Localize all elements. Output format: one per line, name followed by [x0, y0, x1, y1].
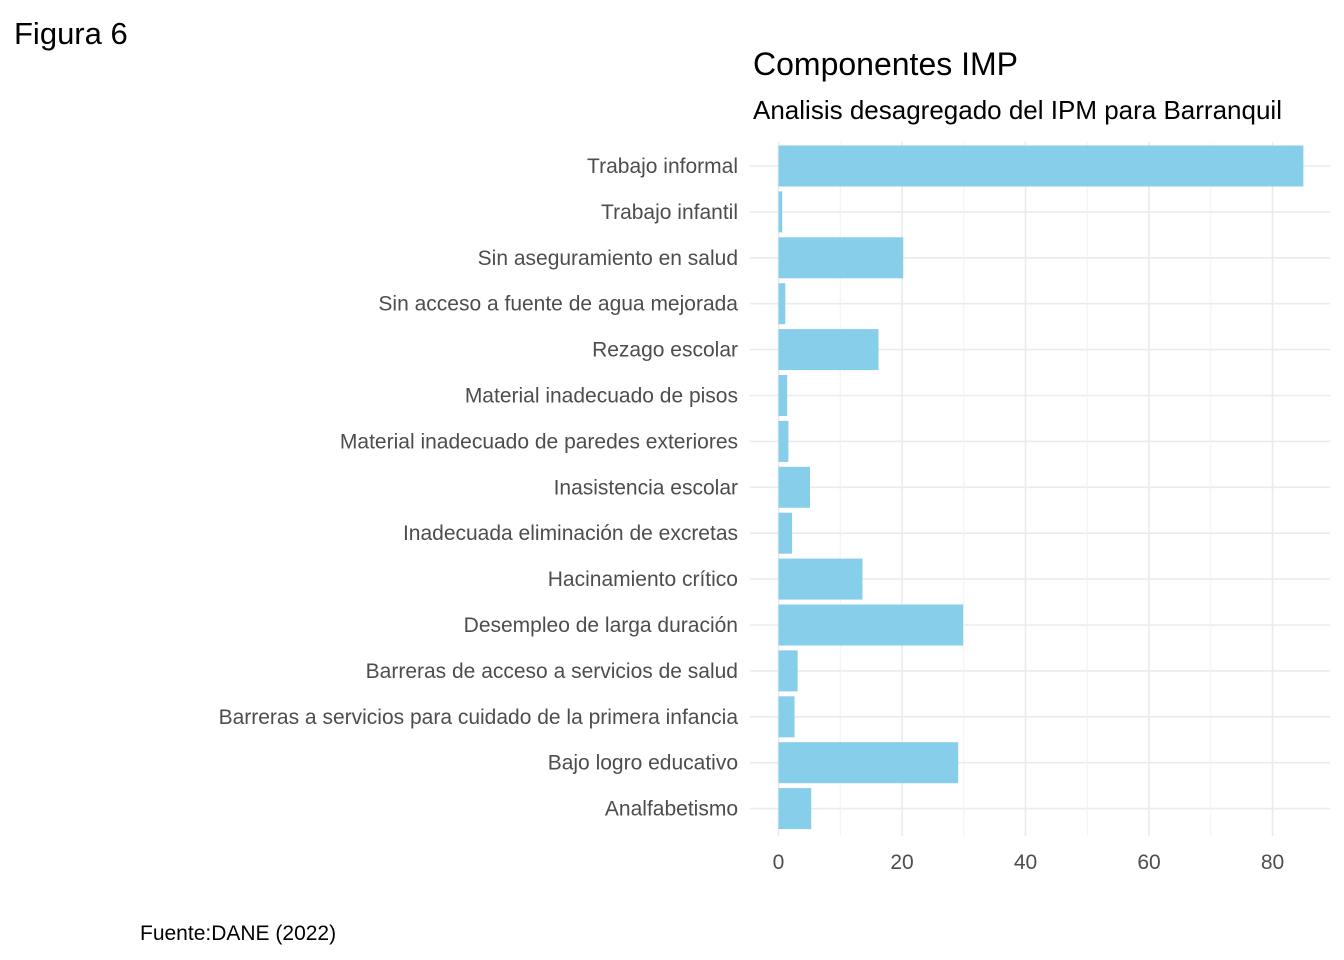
- bar: [778, 604, 964, 646]
- category-label: Sin acceso a fuente de agua mejorada: [378, 293, 738, 316]
- bar: [778, 145, 1304, 187]
- category-label: Barreras a servicios para cuidado de la …: [219, 706, 739, 729]
- chart-subtitle: Analisis desagregado del IPM para Barran…: [753, 95, 1282, 125]
- category-labels: Trabajo informal Trabajo infantil Sin aseg…: [219, 155, 739, 821]
- category-label: Analfabetismo: [605, 798, 738, 821]
- category-label: Hacinamiento crítico: [548, 568, 738, 591]
- category-label: Material inadecuado de paredes exteriore…: [340, 430, 738, 453]
- bar: [778, 788, 812, 830]
- category-label: Inadecuada eliminación de excretas: [403, 522, 738, 545]
- x-tick-label: 20: [890, 851, 913, 874]
- category-label: Barreras de acceso a servicios de salud: [366, 660, 738, 683]
- bar: [778, 466, 810, 508]
- x-tick-label: 0: [773, 851, 785, 874]
- bar: [778, 512, 793, 554]
- bar: [778, 420, 789, 462]
- x-tick-labels: 0 20 40 60 80: [773, 851, 1285, 874]
- category-label: Trabajo infantil: [601, 201, 738, 224]
- bar: [778, 191, 783, 233]
- bar: [778, 558, 863, 600]
- bar: [778, 283, 786, 325]
- x-tick-label: 60: [1137, 851, 1160, 874]
- bar: [778, 650, 798, 692]
- bar: [778, 742, 959, 784]
- bars: [778, 145, 1304, 830]
- bar: [778, 696, 795, 738]
- category-label: Material inadecuado de pisos: [465, 385, 738, 408]
- figure-label: Figura 6: [14, 16, 128, 51]
- category-label: Inasistencia escolar: [554, 476, 738, 499]
- category-label: Bajo logro educativo: [548, 752, 738, 775]
- bar: [778, 375, 788, 416]
- category-label: Sin aseguramiento en salud: [478, 247, 738, 270]
- bar: [778, 329, 879, 371]
- category-label: Trabajo informal: [587, 155, 738, 178]
- category-label: Desempleo de larga duración: [464, 614, 738, 637]
- category-label: Rezago escolar: [592, 339, 738, 362]
- chart-title: Componentes IMP: [753, 46, 1018, 82]
- source-caption: Fuente:DANE (2022): [140, 922, 337, 945]
- x-tick-label: 80: [1261, 851, 1284, 874]
- bar: [778, 237, 904, 279]
- x-tick-label: 40: [1014, 851, 1037, 874]
